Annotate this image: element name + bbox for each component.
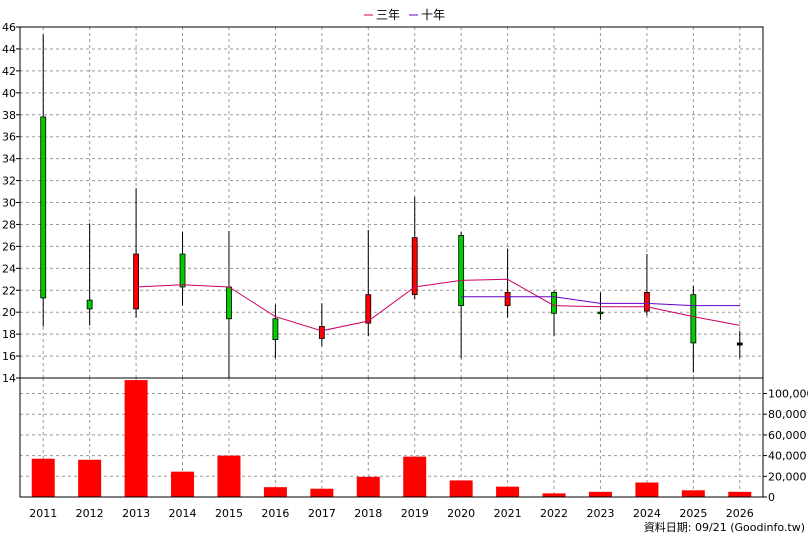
price-tick-label: 28 xyxy=(2,218,16,231)
year-label-2023: 2023 xyxy=(586,507,614,520)
price-tick-label: 38 xyxy=(2,109,16,122)
volume-grid xyxy=(20,378,763,497)
candle-body-2023 xyxy=(597,311,604,315)
volume-bar-2017 xyxy=(310,488,334,497)
volume-bar-2019 xyxy=(403,456,427,497)
price-axis: 14 16 18 20 22 24 26 28 30 32 34 36 38 40 42 44 46 xyxy=(2,21,20,385)
candle-body-2017 xyxy=(318,326,325,339)
price-tick-label: 30 xyxy=(2,197,16,210)
year-label-2011: 2011 xyxy=(29,507,57,520)
price-tick-label: 36 xyxy=(2,131,16,144)
candles xyxy=(40,34,743,378)
year-label-2020: 2020 xyxy=(447,507,475,520)
candle-body-2026 xyxy=(736,342,743,346)
legend-label-3yr: 三年 xyxy=(376,8,400,22)
volume-tick-label: 40,000 xyxy=(768,450,807,463)
price-grid xyxy=(20,27,763,378)
volume-bar-2018 xyxy=(356,476,380,497)
volume-tick-label: 0 xyxy=(768,491,775,504)
year-label-2024: 2024 xyxy=(633,507,661,520)
price-tick-label: 16 xyxy=(2,350,16,363)
year-label-2015: 2015 xyxy=(215,507,243,520)
volume-bar-2012 xyxy=(78,459,102,497)
data-date-footer: 資料日期: 09/21 (Goodinfo.tw) xyxy=(644,520,805,534)
price-tick-label: 18 xyxy=(2,328,16,341)
candle-body-2019 xyxy=(411,237,418,296)
volume-tick-label: 100,000 xyxy=(768,388,808,401)
year-label-2025: 2025 xyxy=(679,507,707,520)
volume-bar-2011 xyxy=(31,458,55,497)
volume-tick-label: 60,000 xyxy=(768,429,807,442)
year-label-2018: 2018 xyxy=(354,507,382,520)
price-tick-label: 20 xyxy=(2,306,16,319)
candle-body-2012 xyxy=(86,299,93,310)
price-tick-label: 26 xyxy=(2,240,16,253)
price-tick-label: 24 xyxy=(2,262,16,275)
volume-bar-2023 xyxy=(588,491,612,497)
volume-bar-2022 xyxy=(542,493,566,497)
price-tick-label: 46 xyxy=(2,21,16,34)
year-label-2017: 2017 xyxy=(308,507,336,520)
line-series-十年 xyxy=(461,296,740,307)
candle-body-2011 xyxy=(40,116,47,299)
year-label-2013: 2013 xyxy=(122,507,150,520)
year-label-2016: 2016 xyxy=(261,507,289,520)
volume-axis: 0 20,000 40,000 60,000 80,000 100,000 xyxy=(763,388,808,504)
volume-bar-2016 xyxy=(263,487,287,497)
volume-bar-2026 xyxy=(728,491,752,497)
candle-body-2013 xyxy=(133,253,139,310)
price-tick-label: 44 xyxy=(2,43,16,56)
year-label-2021: 2021 xyxy=(494,507,522,520)
legend: 三年 十年 xyxy=(364,8,445,22)
price-tick-label: 32 xyxy=(2,175,16,188)
volume-bar-2024 xyxy=(635,482,659,497)
volume-bar-2025 xyxy=(681,490,705,497)
candle-body-2024 xyxy=(644,292,650,312)
year-label-2012: 2012 xyxy=(76,507,104,520)
candle-body-2014 xyxy=(179,253,186,288)
candle-body-2025 xyxy=(690,294,697,344)
average-lines xyxy=(136,278,740,332)
price-tick-label: 22 xyxy=(2,284,16,297)
volume-bar-2015 xyxy=(217,455,241,497)
volume-tick-label: 20,000 xyxy=(768,470,807,483)
candle-body-2021 xyxy=(504,292,511,307)
legend-label-10yr: 十年 xyxy=(421,8,445,22)
year-label-2019: 2019 xyxy=(401,507,429,520)
candle-body-2022 xyxy=(551,292,557,314)
volume-bar-2013 xyxy=(124,380,148,497)
year-axis: 2011 2012 2013 2014 2015 2016 2017 2018 2019 2020… xyxy=(29,507,754,520)
price-tick-label: 40 xyxy=(2,87,16,100)
volume-bar-2020 xyxy=(449,480,473,497)
year-label-2014: 2014 xyxy=(169,507,197,520)
candle-body-2016 xyxy=(272,318,279,341)
volume-tick-label: 80,000 xyxy=(768,408,807,421)
volume-bars xyxy=(31,380,752,497)
volume-bar-2021 xyxy=(496,486,520,497)
price-tick-label: 14 xyxy=(2,372,16,385)
candle-body-2015 xyxy=(226,286,232,320)
volume-panel-frame xyxy=(19,377,764,498)
price-tick-label: 34 xyxy=(2,153,16,166)
price-tick-label: 42 xyxy=(2,65,16,78)
year-label-2026: 2026 xyxy=(726,507,754,520)
candle-body-2018 xyxy=(365,294,372,324)
volume-bar-2014 xyxy=(171,471,195,497)
candle-body-2020 xyxy=(458,235,465,307)
year-label-2022: 2022 xyxy=(540,507,568,520)
line-series-三年 xyxy=(136,278,740,332)
